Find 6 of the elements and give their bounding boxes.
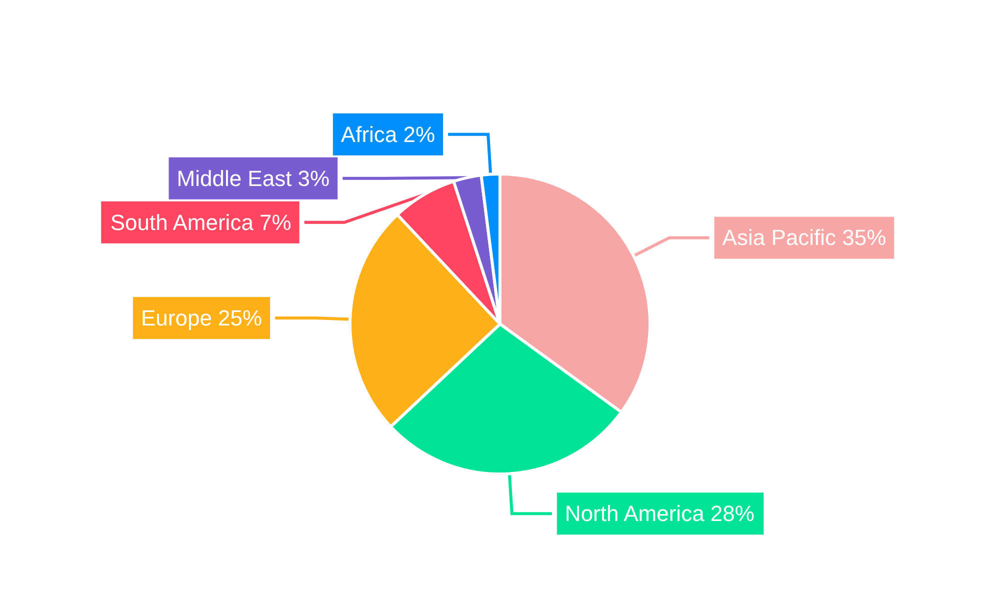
slice-label: Asia Pacific 35%: [722, 225, 886, 250]
slice-label: North America 28%: [564, 501, 754, 526]
slice-label: South America 7%: [110, 210, 292, 235]
slice-label: Africa 2%: [340, 122, 436, 147]
slice-label: Europe 25%: [141, 306, 262, 331]
slice-label: Middle East 3%: [176, 166, 330, 191]
